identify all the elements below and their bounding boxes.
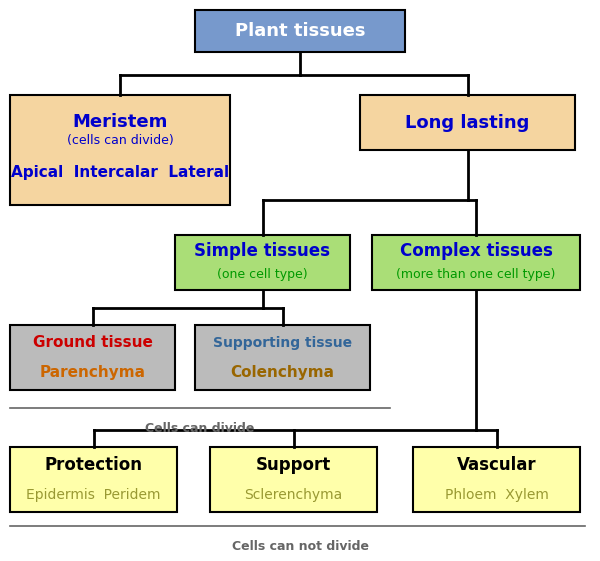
FancyBboxPatch shape [360, 95, 575, 150]
Text: Vascular: Vascular [457, 456, 536, 473]
Text: Plant tissues: Plant tissues [235, 22, 365, 40]
Text: Colenchyma: Colenchyma [230, 365, 335, 380]
Text: Long lasting: Long lasting [406, 113, 530, 131]
Text: Phloem  Xylem: Phloem Xylem [445, 488, 548, 502]
Text: Epidermis  Peridem: Epidermis Peridem [26, 488, 161, 502]
Text: Complex tissues: Complex tissues [400, 241, 553, 260]
FancyBboxPatch shape [10, 95, 230, 205]
Text: Ground tissue: Ground tissue [32, 335, 152, 350]
Text: Cells can divide: Cells can divide [145, 422, 254, 435]
FancyBboxPatch shape [372, 235, 580, 290]
FancyBboxPatch shape [195, 325, 370, 390]
Text: (cells can divide): (cells can divide) [67, 134, 173, 146]
FancyBboxPatch shape [10, 325, 175, 390]
FancyBboxPatch shape [10, 447, 177, 512]
FancyBboxPatch shape [210, 447, 377, 512]
Text: Support: Support [256, 456, 331, 473]
FancyBboxPatch shape [195, 10, 405, 52]
Text: Apical  Intercalar  Lateral: Apical Intercalar Lateral [11, 164, 229, 180]
Text: Simple tissues: Simple tissues [194, 241, 331, 260]
Text: (one cell type): (one cell type) [217, 268, 308, 281]
Text: Protection: Protection [44, 456, 143, 473]
Text: Cells can not divide: Cells can not divide [232, 540, 368, 553]
Text: Parenchyma: Parenchyma [40, 365, 146, 380]
FancyBboxPatch shape [413, 447, 580, 512]
Text: Meristem: Meristem [73, 113, 167, 131]
Text: Supporting tissue: Supporting tissue [213, 335, 352, 350]
FancyBboxPatch shape [175, 235, 350, 290]
Text: (more than one cell type): (more than one cell type) [397, 268, 556, 281]
Text: Sclerenchyma: Sclerenchyma [244, 488, 343, 502]
